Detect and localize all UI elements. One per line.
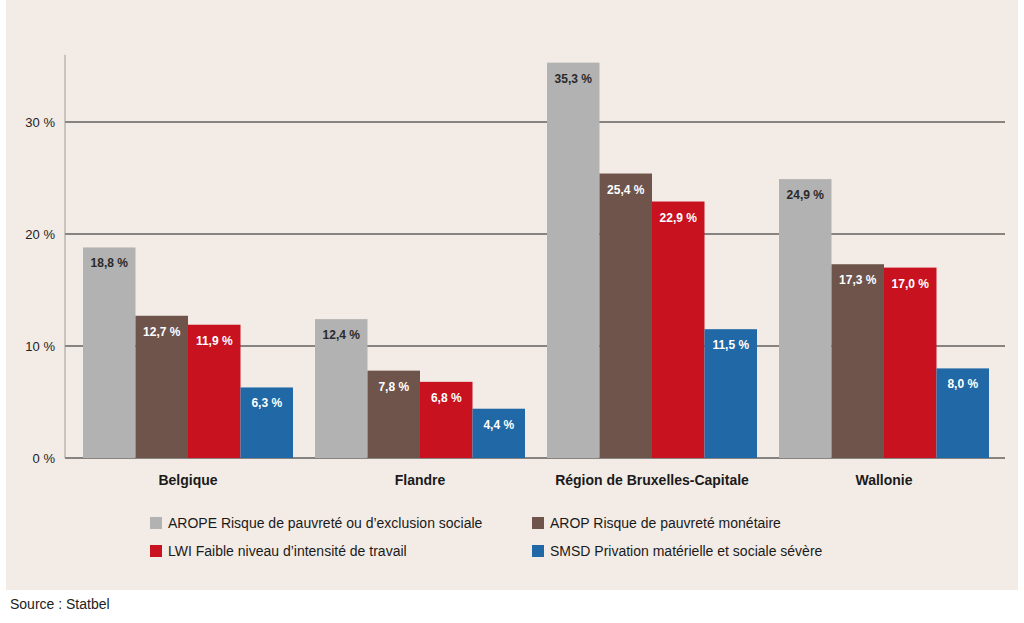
bar bbox=[188, 325, 241, 458]
tick-label: 30 % bbox=[25, 115, 55, 130]
data-label: 11,5 % bbox=[712, 338, 749, 352]
data-label: 35,3 % bbox=[555, 72, 593, 86]
bar bbox=[368, 371, 421, 458]
legend-label: LWI Faible niveau d’intensité de travail bbox=[168, 543, 407, 559]
data-label: 6,3 % bbox=[251, 396, 282, 410]
legend-swatch bbox=[150, 545, 162, 557]
bar bbox=[83, 247, 136, 458]
data-label: 11,9 % bbox=[196, 334, 233, 348]
bar bbox=[884, 268, 937, 458]
bar bbox=[136, 316, 189, 458]
category-label: Belgique bbox=[158, 472, 217, 488]
grid-line bbox=[65, 234, 1005, 235]
bar bbox=[600, 174, 653, 458]
category-label: Région de Bruxelles-Capitale bbox=[555, 472, 749, 488]
axis-line bbox=[65, 55, 66, 458]
bar bbox=[652, 202, 705, 458]
data-label: 6,8 % bbox=[431, 391, 462, 405]
data-label: 17,3 % bbox=[839, 273, 877, 287]
legend-label: AROP Risque de pauvreté monétaire bbox=[550, 515, 781, 531]
legend: AROPE Risque de pauvreté ou d’exclusion … bbox=[150, 515, 823, 559]
category-label: Flandre bbox=[395, 472, 446, 488]
bars bbox=[83, 63, 989, 458]
tick-label: 0 % bbox=[33, 451, 56, 466]
legend-label: AROPE Risque de pauvreté ou d’exclusion … bbox=[168, 515, 483, 531]
data-label: 24,9 % bbox=[787, 188, 825, 202]
data-label: 12,7 % bbox=[143, 325, 181, 339]
data-label: 7,8 % bbox=[378, 380, 409, 394]
grid bbox=[65, 122, 1005, 458]
bar bbox=[420, 382, 473, 458]
data-labels: 18,8 % 12,4 % 35,3 % 24,9 % 12,7 % 7,8 % 25,4 … bbox=[91, 72, 979, 432]
legend-swatch bbox=[532, 545, 544, 557]
bar bbox=[937, 368, 990, 458]
category-label: Wallonie bbox=[855, 472, 912, 488]
data-label: 8,0 % bbox=[947, 377, 978, 391]
legend-label: SMSD Privation matérielle et sociale sév… bbox=[550, 543, 823, 559]
tick-label: 20 % bbox=[25, 227, 55, 242]
data-label: 12,4 % bbox=[323, 328, 361, 342]
source: Source : Statbel bbox=[10, 596, 110, 612]
data-label: 17,0 % bbox=[892, 277, 930, 291]
grid-line bbox=[65, 122, 1005, 123]
background bbox=[6, 0, 1018, 590]
data-label: 22,9 % bbox=[660, 211, 698, 225]
bar bbox=[473, 409, 526, 458]
tick-label: 10 % bbox=[25, 339, 55, 354]
data-label: 18,8 % bbox=[91, 256, 129, 270]
data-label: 4,4 % bbox=[483, 418, 514, 432]
bar bbox=[832, 264, 885, 458]
data-label: 25,4 % bbox=[607, 183, 645, 197]
chart: 0 %10 %20 %30 %18,8 %12,4 %35,3 %24,9 %1… bbox=[0, 0, 1024, 623]
bar bbox=[705, 329, 758, 458]
legend-swatch bbox=[150, 517, 162, 529]
bar bbox=[547, 63, 600, 458]
bar bbox=[241, 387, 294, 458]
bar bbox=[779, 179, 832, 458]
bar bbox=[315, 319, 368, 458]
legend-swatch bbox=[532, 517, 544, 529]
